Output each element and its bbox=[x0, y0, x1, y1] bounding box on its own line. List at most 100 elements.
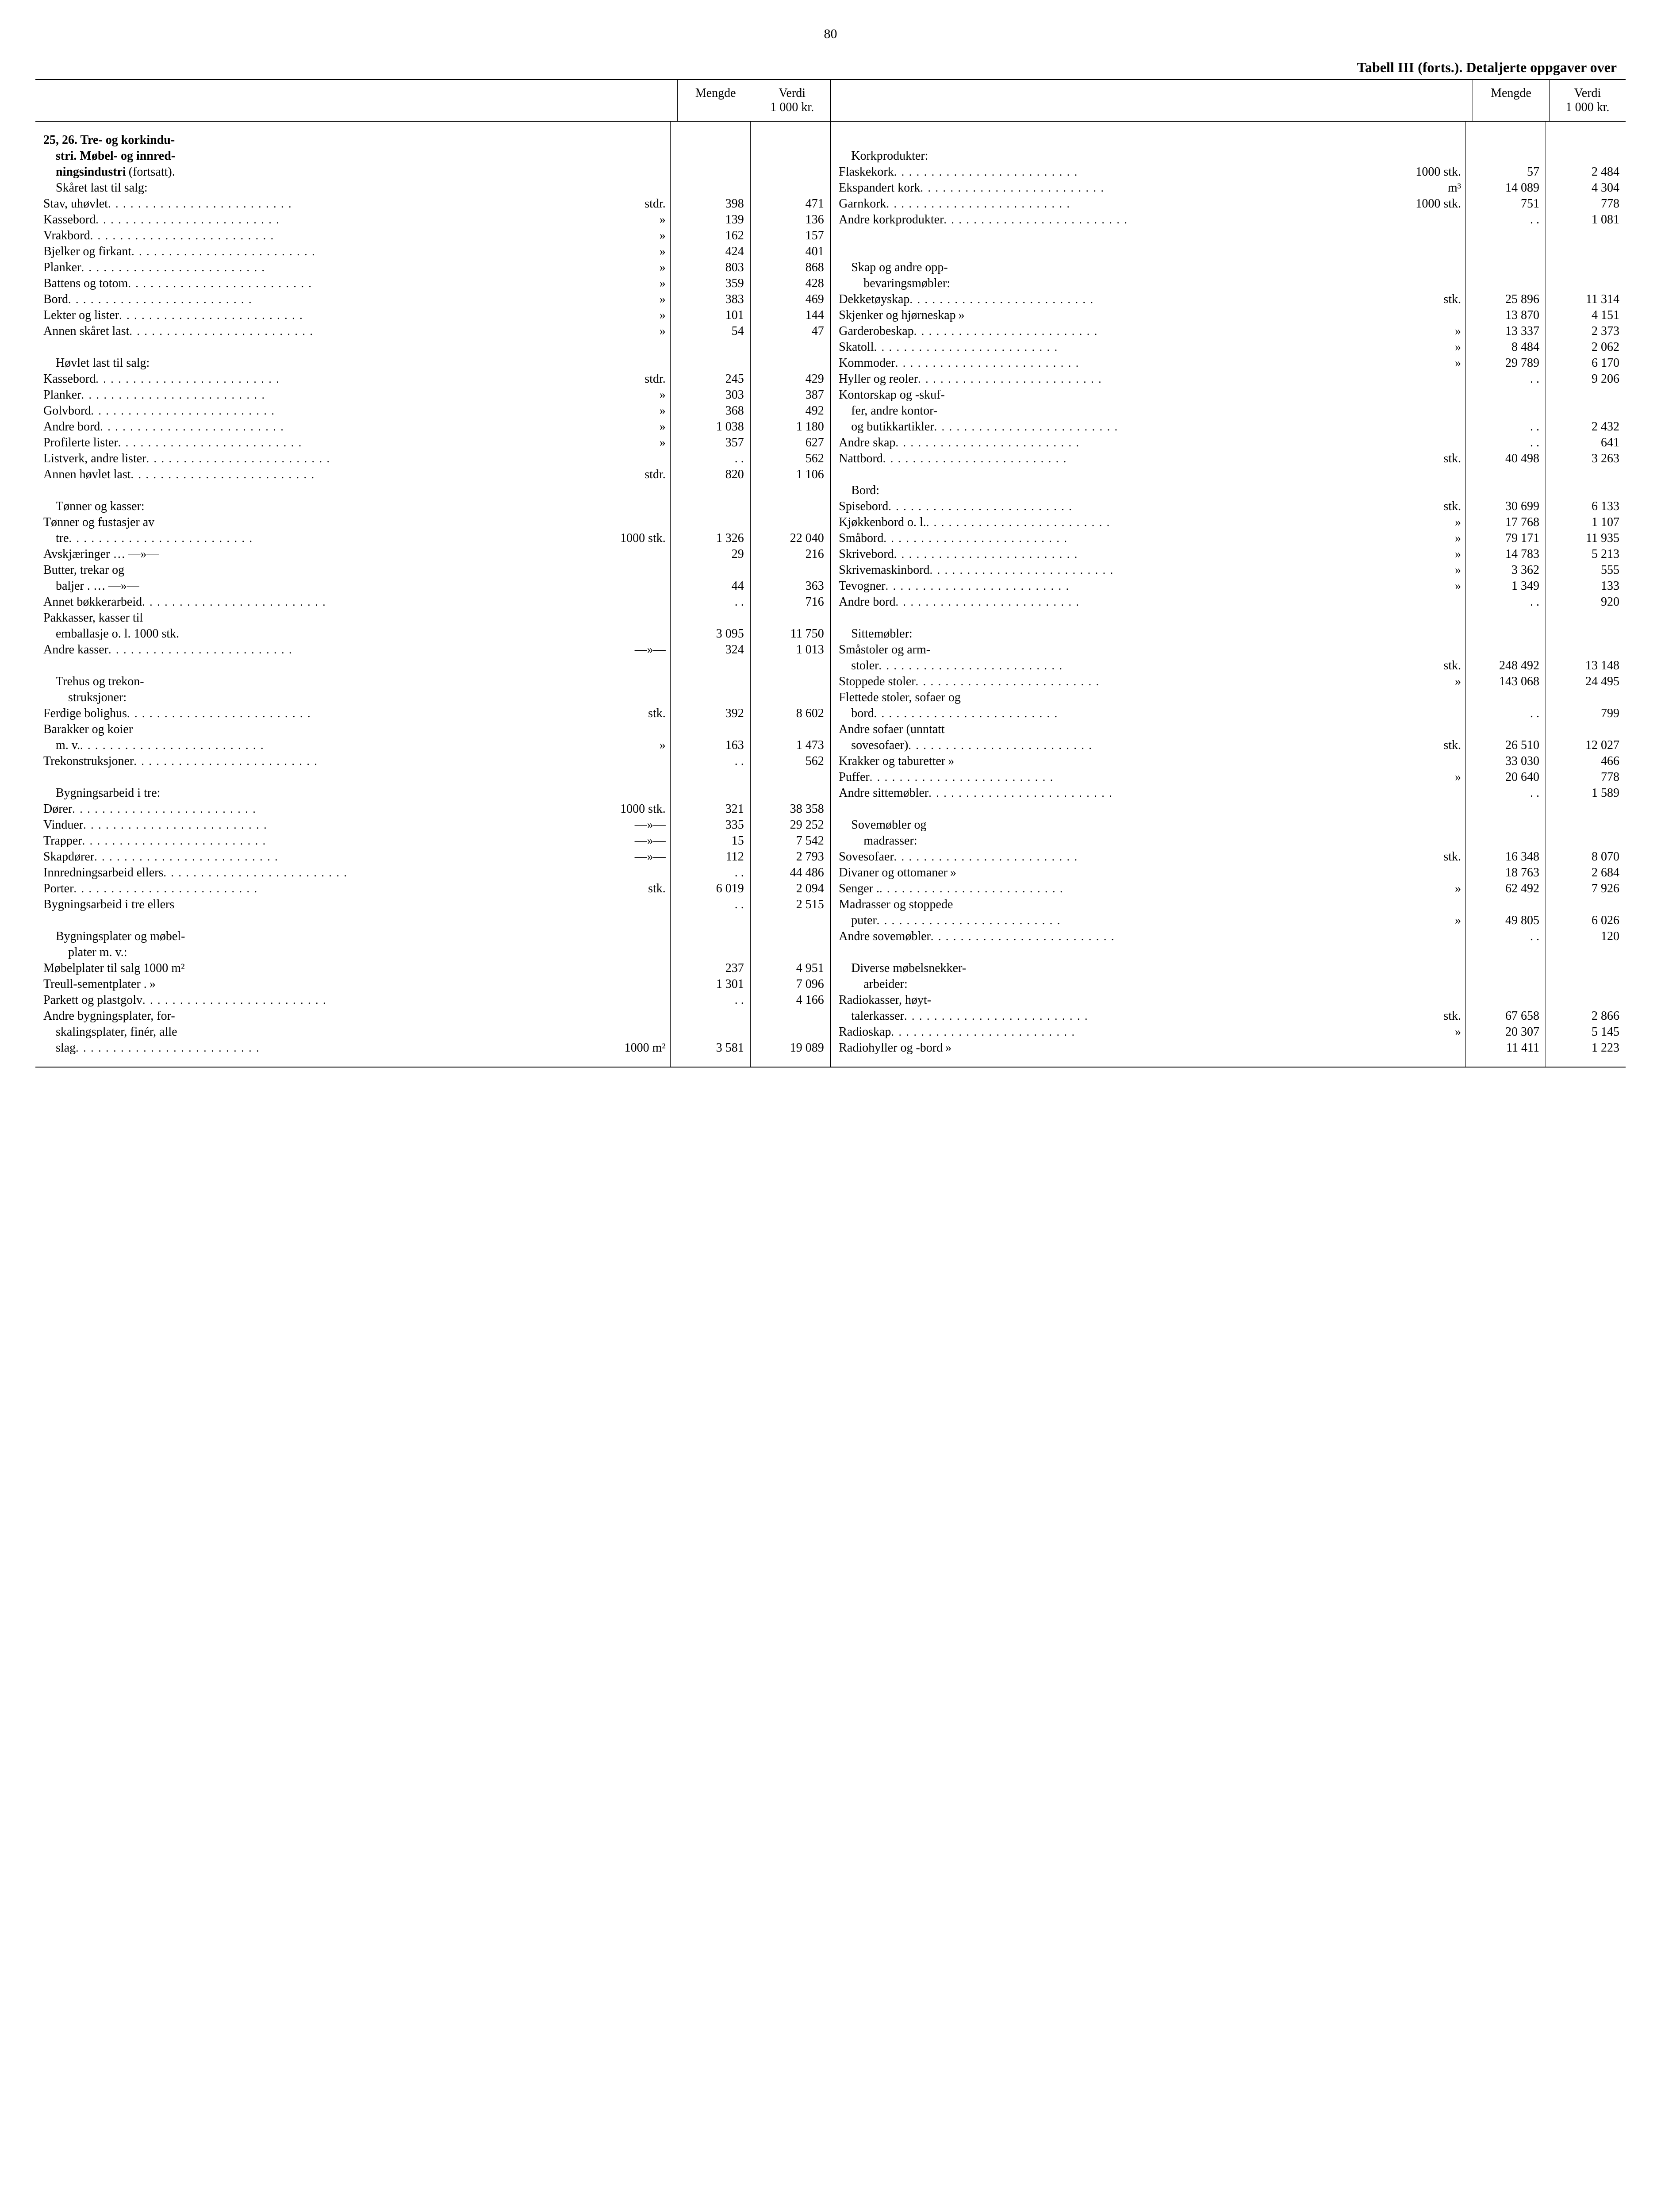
row-label: Madrasser og stoppede bbox=[839, 897, 1461, 913]
row-label: Bjelker og firkant . . . . . . . . . . .… bbox=[43, 244, 666, 260]
row-label: arbeider: bbox=[839, 976, 1461, 992]
row-label: Kjøkkenbord o. l. . . . . . . . . . . . … bbox=[839, 515, 1461, 530]
row-label: Andre bord . . . . . . . . . . . . . . .… bbox=[43, 419, 666, 435]
row-val: 120 bbox=[1549, 929, 1619, 945]
row-qty: 248 492 bbox=[1469, 658, 1539, 674]
row-val: 6 170 bbox=[1549, 355, 1619, 371]
row-val bbox=[753, 164, 824, 180]
row-val bbox=[753, 148, 824, 164]
row-label: Bygningsplater og møbel- bbox=[43, 929, 666, 945]
row-label: Butter, trekar og bbox=[43, 562, 666, 578]
row-qty: 820 bbox=[673, 467, 744, 483]
row-qty: 15 bbox=[673, 833, 744, 849]
row-label: ningsindustri(fortsatt). bbox=[43, 164, 666, 180]
row-val: 47 bbox=[753, 323, 824, 339]
row-qty bbox=[1469, 801, 1539, 817]
row-val: 778 bbox=[1549, 196, 1619, 212]
row-qty: . . bbox=[673, 992, 744, 1008]
table-title: Tabell III (forts.). Detaljerte oppgaver… bbox=[35, 59, 1626, 76]
row-qty: . . bbox=[673, 594, 744, 610]
row-qty bbox=[1469, 642, 1539, 658]
row-qty bbox=[1469, 817, 1539, 833]
row-label: Dører . . . . . . . . . . . . . . . . . … bbox=[43, 801, 666, 817]
row-qty: . . bbox=[673, 753, 744, 769]
row-val bbox=[753, 515, 824, 530]
row-qty: . . bbox=[1469, 785, 1539, 801]
row-qty: 321 bbox=[673, 801, 744, 817]
row-qty: 13 870 bbox=[1469, 307, 1539, 323]
row-qty bbox=[1469, 897, 1539, 913]
row-qty: . . bbox=[673, 451, 744, 467]
row-label: Andre sovemøbler . . . . . . . . . . . .… bbox=[839, 929, 1461, 945]
row-val: 13 148 bbox=[1549, 658, 1619, 674]
row-label: Ferdige bolighus . . . . . . . . . . . .… bbox=[43, 706, 666, 722]
row-qty bbox=[1469, 976, 1539, 992]
row-label: Bord . . . . . . . . . . . . . . . . . .… bbox=[43, 292, 666, 307]
header-row: Mengde Verdi1 000 kr. bbox=[35, 80, 830, 122]
row-label: Bygningsarbeid i tre: bbox=[43, 785, 666, 801]
row-label: Sittemøbler: bbox=[839, 626, 1461, 642]
row-val bbox=[1549, 976, 1619, 992]
row-val bbox=[1549, 244, 1619, 260]
row-qty bbox=[673, 132, 744, 148]
row-val bbox=[753, 1024, 824, 1040]
row-label: struksjoner: bbox=[43, 690, 666, 706]
row-qty bbox=[1469, 244, 1539, 260]
row-val: 7 926 bbox=[1549, 881, 1619, 897]
row-label: Småstoler og arm- bbox=[839, 642, 1461, 658]
row-label: stri. Møbel- og innred- bbox=[43, 148, 666, 164]
row-qty: 424 bbox=[673, 244, 744, 260]
row-qty: 383 bbox=[673, 292, 744, 307]
row-qty: 3 581 bbox=[673, 1040, 744, 1056]
row-qty: 57 bbox=[1469, 164, 1539, 180]
row-label: Radioskap . . . . . . . . . . . . . . . … bbox=[839, 1024, 1461, 1040]
row-val: 555 bbox=[1549, 562, 1619, 578]
row-val: 44 486 bbox=[753, 865, 824, 881]
row-label: madrasser: bbox=[839, 833, 1461, 849]
row-val bbox=[753, 132, 824, 148]
row-label: Bygningsarbeid i tre ellers bbox=[43, 897, 666, 913]
row-val: 2 373 bbox=[1549, 323, 1619, 339]
row-qty: 803 bbox=[673, 260, 744, 276]
table-body-right: Korkprodukter:Flaskekork . . . . . . . .… bbox=[831, 122, 1626, 1067]
row-label bbox=[839, 132, 1461, 148]
row-qty: 245 bbox=[673, 371, 744, 387]
row-label: Parkett og plastgolv . . . . . . . . . .… bbox=[43, 992, 666, 1008]
row-qty: 25 896 bbox=[1469, 292, 1539, 307]
table-left-half: Mengde Verdi1 000 kr. 25, 26. Tre- og ko… bbox=[35, 80, 830, 1067]
row-label: Kommoder . . . . . . . . . . . . . . . .… bbox=[839, 355, 1461, 371]
row-val bbox=[753, 610, 824, 626]
row-val bbox=[1549, 992, 1619, 1008]
row-label bbox=[43, 483, 666, 499]
row-val bbox=[1549, 387, 1619, 403]
row-label: Radiokasser, høyt- bbox=[839, 992, 1461, 1008]
row-qty bbox=[673, 769, 744, 785]
row-label bbox=[839, 945, 1461, 960]
row-qty: 8 484 bbox=[1469, 339, 1539, 355]
row-label: Profilerte lister . . . . . . . . . . . … bbox=[43, 435, 666, 451]
row-val: 429 bbox=[753, 371, 824, 387]
row-qty: 751 bbox=[1469, 196, 1539, 212]
row-qty bbox=[673, 483, 744, 499]
row-val: 11 314 bbox=[1549, 292, 1619, 307]
row-label: Spisebord . . . . . . . . . . . . . . . … bbox=[839, 499, 1461, 515]
row-val bbox=[753, 180, 824, 196]
row-val: 11 750 bbox=[753, 626, 824, 642]
row-val: 363 bbox=[753, 578, 824, 594]
row-qty: 398 bbox=[673, 196, 744, 212]
row-qty: 44 bbox=[673, 578, 744, 594]
row-qty: 359 bbox=[673, 276, 744, 292]
row-qty bbox=[673, 339, 744, 355]
row-val: 2 094 bbox=[753, 881, 824, 897]
row-val bbox=[753, 929, 824, 945]
row-val: 4 166 bbox=[753, 992, 824, 1008]
row-label: bord . . . . . . . . . . . . . . . . . .… bbox=[839, 706, 1461, 722]
row-val: 19 089 bbox=[753, 1040, 824, 1056]
row-label: Planker . . . . . . . . . . . . . . . . … bbox=[43, 260, 666, 276]
row-val: 5 213 bbox=[1549, 546, 1619, 562]
row-val: 778 bbox=[1549, 769, 1619, 785]
row-val bbox=[1549, 722, 1619, 737]
row-qty bbox=[1469, 690, 1539, 706]
row-qty: 1 349 bbox=[1469, 578, 1539, 594]
row-val: 2 484 bbox=[1549, 164, 1619, 180]
